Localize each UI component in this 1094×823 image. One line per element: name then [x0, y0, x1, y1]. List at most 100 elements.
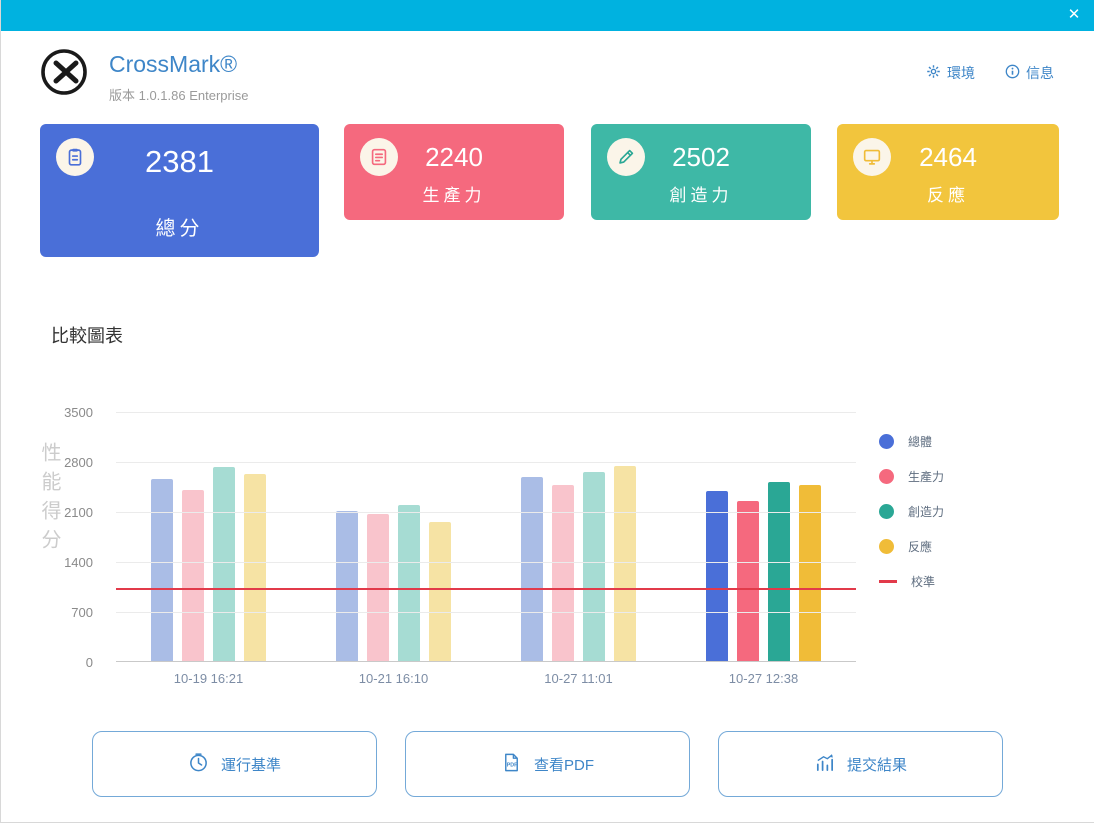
x-axis-label: 10-27 12:38: [728, 671, 799, 686]
crossmark-logo: [37, 43, 95, 101]
bar-總體: [151, 478, 173, 661]
bars: [151, 466, 266, 661]
y-axis-tick: 700: [71, 605, 93, 620]
clock-icon: [188, 752, 209, 777]
total-score-value: 2381: [145, 144, 214, 179]
gear-icon: [926, 64, 941, 82]
score-card-responsiveness: 2464 反應: [837, 124, 1059, 220]
info-link-label: 信息: [1026, 65, 1054, 81]
score-cards: 2381 總分 2240 生產力 2502 創造力: [40, 124, 1060, 264]
bar-group: 10-21 16:10: [336, 504, 451, 686]
app-titles: CrossMark® 版本 1.0.1.86 Enterprise: [109, 51, 248, 104]
gridline: [116, 512, 856, 513]
bar-創造力: [213, 466, 235, 661]
total-score-icon: [56, 138, 94, 176]
y-axis-tick: 0: [85, 655, 93, 670]
comparison-chart: 性能得分 0 700 1400 2100 2800 3500 10-19 16:21 10-…: [31, 388, 1065, 708]
legend-label: 創造力: [908, 505, 945, 519]
app-version: 版本 1.0.1.86 Enterprise: [109, 88, 249, 103]
legend-label: 反應: [908, 540, 933, 554]
chart-section-title: 比較圖表: [51, 326, 123, 346]
view-pdf-button[interactable]: PDF 查看PDF: [405, 731, 690, 797]
x-axis-label: 10-27 11:01: [544, 671, 613, 686]
gridline: [116, 562, 856, 563]
legend-item: 生產力: [879, 469, 944, 484]
gridline: [116, 412, 856, 413]
gridline: [116, 462, 856, 463]
calibration-line: [116, 587, 856, 590]
creativity-score-value: 2502: [672, 142, 730, 172]
legend-item: 反應: [879, 539, 944, 554]
bar-生產力: [182, 489, 204, 661]
bars: [521, 466, 636, 661]
legend-dot: [879, 469, 894, 484]
score-card-productivity: 2240 生產力: [344, 124, 564, 220]
legend-item: 創造力: [879, 504, 944, 519]
pdf-icon: PDF: [501, 752, 522, 777]
bar-反應: [614, 466, 636, 661]
y-axis-tick: 3500: [64, 405, 93, 420]
x-axis-label: 10-19 16:21: [173, 671, 244, 686]
bar-group: 10-27 12:38: [706, 482, 821, 686]
settings-link[interactable]: 環境: [926, 63, 975, 83]
total-score-label: 總分: [155, 218, 204, 240]
bars: [336, 504, 451, 661]
run-benchmark-label: 運行基準: [220, 756, 281, 774]
productivity-score-value: 2240: [425, 142, 483, 172]
results-chart-icon: [814, 752, 835, 777]
creativity-score-label: 創造力: [669, 186, 733, 205]
bar-創造力: [583, 471, 605, 661]
y-axis: 0 700 1400 2100 2800 3500: [31, 405, 103, 670]
legend-item-calibration: 校準: [879, 574, 944, 589]
bar-生產力: [552, 485, 574, 661]
legend-dot: [879, 504, 894, 519]
title-bar: ✕: [1, 0, 1094, 31]
productivity-icon: [360, 138, 398, 176]
app-header: CrossMark® 版本 1.0.1.86 Enterprise 環境: [1, 31, 1094, 124]
bar-總體: [521, 477, 543, 661]
responsiveness-score-value: 2464: [919, 142, 977, 172]
view-pdf-label: 查看PDF: [533, 756, 594, 774]
gridline: [116, 612, 856, 613]
chart-legend: 總體 生產力 創造力 反應 校準: [879, 434, 944, 589]
run-benchmark-button[interactable]: 運行基準: [92, 731, 377, 797]
submit-results-label: 提交結果: [846, 756, 907, 774]
responsiveness-score-label: 反應: [927, 186, 969, 205]
info-icon: [1005, 64, 1020, 82]
bar-反應: [799, 485, 821, 661]
y-axis-tick: 2800: [64, 455, 93, 470]
bar-反應: [429, 521, 451, 661]
settings-link-label: 環境: [947, 65, 975, 81]
close-button[interactable]: ✕: [1060, 2, 1088, 28]
legend-dot: [879, 434, 894, 449]
bar-group: 10-19 16:21: [151, 466, 266, 686]
header-nav: 環境 信息: [926, 63, 1054, 83]
app-title: CrossMark®: [109, 51, 238, 77]
bar-創造力: [768, 482, 790, 661]
y-axis-tick: 1400: [64, 555, 93, 570]
svg-text:PDF: PDF: [507, 762, 518, 768]
legend-label: 校準: [911, 575, 936, 589]
productivity-score-label: 生產力: [422, 186, 486, 205]
score-card-total: 2381 總分: [40, 124, 319, 257]
plot-area: 10-19 16:21 10-21 16:10 10-27 11:01 10-27 1…: [116, 412, 856, 686]
bar-創造力: [398, 504, 420, 661]
bar-生產力: [367, 513, 389, 661]
bar-總體: [336, 511, 358, 661]
info-link[interactable]: 信息: [1005, 63, 1054, 83]
legend-label: 生產力: [908, 470, 945, 484]
bar-反應: [244, 473, 266, 661]
action-buttons: 運行基準 PDF 查看PDF 提交結果: [1, 731, 1094, 797]
y-axis-tick: 2100: [64, 505, 93, 520]
bar-group: 10-27 11:01: [521, 466, 636, 686]
bar-生產力: [737, 501, 759, 661]
x-axis-label: 10-21 16:10: [358, 671, 429, 686]
bar-groups: 10-19 16:21 10-21 16:10 10-27 11:01 10-27 1…: [116, 412, 856, 686]
bars: [706, 482, 821, 661]
legend-calibration-line: [879, 580, 897, 583]
responsiveness-icon: [853, 138, 891, 176]
y-axis-title: 性能得分: [38, 442, 60, 558]
bar-總體: [706, 490, 728, 661]
submit-results-button[interactable]: 提交結果: [718, 731, 1003, 797]
